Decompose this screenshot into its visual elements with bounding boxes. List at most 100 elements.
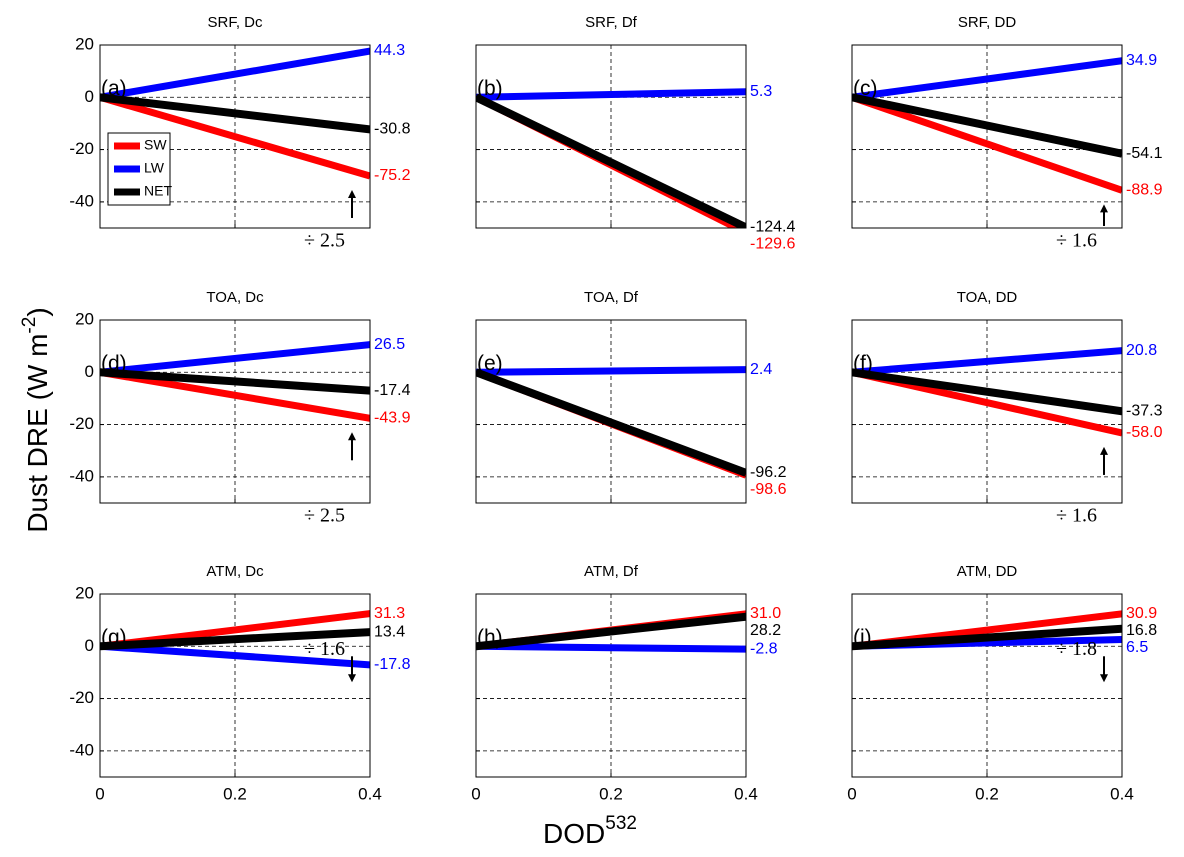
panel-title: TOA, DD bbox=[957, 289, 1018, 306]
panel-label: (i) bbox=[853, 626, 872, 649]
arrow-head bbox=[1100, 446, 1108, 455]
legend-label: NET bbox=[144, 183, 172, 199]
arrow-head bbox=[348, 432, 356, 441]
end-label: -129.6 bbox=[750, 236, 795, 253]
end-label: 20.8 bbox=[1126, 342, 1157, 359]
series-line bbox=[476, 93, 746, 228]
end-label: 34.9 bbox=[1126, 52, 1157, 69]
series-line bbox=[476, 88, 746, 101]
series-line bbox=[852, 624, 1122, 651]
x-tick-label: 0.2 bbox=[223, 784, 247, 803]
series-line bbox=[100, 93, 370, 180]
y-label-main: Dust DRE (W m bbox=[22, 334, 53, 533]
panel-label: (e) bbox=[477, 352, 503, 375]
end-label: 5.3 bbox=[750, 83, 772, 100]
plot-frame bbox=[475, 593, 747, 778]
panel-label: (f) bbox=[853, 352, 873, 375]
panel-title: TOA, Df bbox=[584, 289, 639, 306]
y-tick-label: 0 bbox=[85, 362, 94, 381]
panel-label: (d) bbox=[101, 352, 127, 375]
x-tick-label: 0.2 bbox=[975, 784, 999, 803]
plot-frame bbox=[851, 44, 1123, 229]
end-label: 16.8 bbox=[1126, 622, 1157, 639]
y-tick-label: -40 bbox=[69, 191, 94, 210]
series-line bbox=[852, 93, 1122, 158]
arrow-head bbox=[1100, 674, 1108, 683]
panel: TOA, DD (f) -58.0 20.8 -37.3 ÷ 1.6 bbox=[851, 289, 1163, 527]
panel: SRF, Df (b) -129.6 5.3 -124.4 bbox=[475, 14, 795, 253]
plot-frame bbox=[99, 319, 371, 504]
y-tick-label: -20 bbox=[69, 139, 94, 158]
panel-label: (c) bbox=[853, 77, 878, 100]
plot-frame bbox=[99, 593, 371, 778]
x-tick-label: 0 bbox=[471, 784, 480, 803]
panel-title: SRF, Dc bbox=[207, 14, 263, 31]
plot-frame bbox=[851, 319, 1123, 504]
y-tick-label: 0 bbox=[85, 636, 94, 655]
annotation: ÷ 1.8 bbox=[1056, 638, 1097, 660]
end-label: -54.1 bbox=[1126, 145, 1163, 162]
series-line bbox=[100, 642, 370, 669]
end-label: 44.3 bbox=[374, 42, 405, 59]
series-line bbox=[100, 341, 370, 376]
annotation: ÷ 1.6 bbox=[304, 638, 345, 660]
annotation: ÷ 1.6 bbox=[1056, 230, 1097, 252]
arrow-head bbox=[1100, 204, 1108, 213]
panel: ATM, Df 0 0.2 0.4 (h) 31.0 -2.828.2 bbox=[471, 563, 781, 804]
end-label: -2.8 bbox=[750, 640, 778, 657]
y-tick-label: -40 bbox=[69, 740, 94, 759]
series-line bbox=[852, 347, 1122, 376]
panel-label: (g) bbox=[101, 626, 127, 649]
panel-label: (h) bbox=[477, 626, 503, 649]
x-tick-label: 0.4 bbox=[358, 784, 382, 803]
y-tick-label: -20 bbox=[69, 688, 94, 707]
arrow-head bbox=[348, 674, 356, 683]
legend-label: LW bbox=[144, 160, 165, 176]
series-line bbox=[100, 628, 370, 651]
arrow-head bbox=[348, 189, 356, 198]
x-tick-label: 0.4 bbox=[734, 784, 758, 803]
x-label-main: DOD bbox=[543, 818, 605, 849]
panel: SRF, Dc -40 -20 0 20 (a) -75.2 44.3 -30.8 ÷ 2.5 SW… bbox=[69, 14, 410, 252]
end-label: 31.0 bbox=[750, 605, 781, 622]
series-line bbox=[100, 47, 370, 101]
y-axis-label: Dust DRE (W m-2) bbox=[19, 307, 53, 532]
series-line bbox=[476, 366, 746, 376]
panel-title: SRF, Df bbox=[585, 14, 638, 31]
panel-title: ATM, Dc bbox=[206, 563, 264, 580]
y-label-sup: -2 bbox=[19, 317, 40, 334]
x-tick-label: 0.4 bbox=[1110, 784, 1134, 803]
panel-label: (b) bbox=[477, 77, 503, 100]
end-label: -98.6 bbox=[750, 481, 787, 498]
series-line bbox=[852, 368, 1122, 416]
end-label: -30.8 bbox=[374, 121, 411, 138]
panel-title: ATM, Df bbox=[584, 563, 639, 580]
annotation: ÷ 2.5 bbox=[304, 230, 345, 252]
end-label: -75.2 bbox=[374, 167, 411, 184]
end-label: -58.0 bbox=[1126, 424, 1163, 441]
plot-frame bbox=[851, 593, 1123, 778]
x-axis-label: DOD532 bbox=[543, 813, 637, 849]
y-tick-label: 0 bbox=[85, 87, 94, 106]
series-line bbox=[476, 368, 746, 477]
end-label: 6.5 bbox=[1126, 639, 1148, 656]
panel: TOA, Df (e) -98.6 2.4 -96.2 bbox=[475, 289, 787, 504]
annotation: ÷ 2.5 bbox=[304, 505, 345, 527]
end-label: 26.5 bbox=[374, 336, 405, 353]
end-label: 2.4 bbox=[750, 361, 772, 378]
y-tick-label: -20 bbox=[69, 414, 94, 433]
series-line bbox=[476, 642, 746, 653]
x-tick-label: 0 bbox=[95, 784, 104, 803]
end-label: 13.4 bbox=[374, 623, 405, 640]
series-line bbox=[852, 93, 1122, 194]
end-label: 31.3 bbox=[374, 605, 405, 622]
panel: ATM, Dc -40 -20 0 20 0 0.2 0.4 (g) 31.3 -17.8 13.4 ÷… bbox=[69, 563, 410, 804]
panel: TOA, Dc -40 -20 0 20 (d) -43.9 26.5 -17.4 ÷ 2.5 bbox=[69, 289, 410, 527]
series-line bbox=[852, 57, 1122, 101]
plot-frame bbox=[475, 319, 747, 504]
y-tick-label: 20 bbox=[75, 583, 94, 602]
annotation: ÷ 1.6 bbox=[1056, 505, 1097, 527]
end-label: -124.4 bbox=[750, 219, 795, 236]
end-label: -37.3 bbox=[1126, 402, 1163, 419]
x-label-sup: 532 bbox=[605, 813, 637, 834]
